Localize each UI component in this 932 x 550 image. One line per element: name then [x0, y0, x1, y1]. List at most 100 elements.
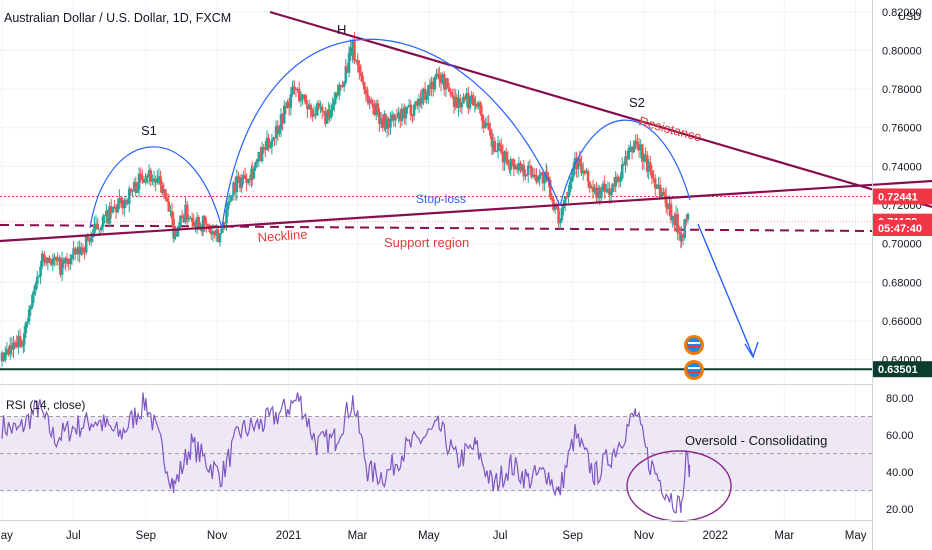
candle	[325, 108, 329, 124]
candle	[155, 170, 159, 185]
candle	[485, 116, 489, 126]
candle	[441, 72, 444, 86]
candle-body	[471, 95, 475, 106]
candle-body	[230, 195, 233, 201]
event-icon-us[interactable]	[684, 335, 704, 355]
candle-body	[165, 198, 169, 202]
candle-body	[10, 344, 14, 350]
candle-body	[605, 190, 608, 192]
candle	[575, 151, 578, 178]
candle-body	[73, 248, 77, 255]
candle-body	[49, 262, 53, 265]
candle-body	[286, 101, 289, 108]
candle-body	[446, 78, 449, 89]
support-levels	[0, 195, 873, 371]
candle-body	[259, 151, 262, 162]
candle-body	[172, 228, 176, 239]
candle	[470, 90, 473, 104]
candle-body	[306, 104, 309, 110]
candle	[36, 271, 39, 289]
time-tick-label: May	[418, 530, 440, 542]
candle	[270, 134, 274, 155]
candle-body	[540, 172, 543, 175]
candle	[257, 151, 261, 168]
candle-body	[64, 258, 67, 264]
candle-body	[632, 147, 635, 153]
candle-body	[126, 200, 129, 204]
candle-body	[12, 342, 15, 350]
candle-body	[458, 98, 462, 108]
candle	[586, 168, 590, 188]
candle	[233, 176, 237, 201]
currency-label: USD	[898, 11, 921, 23]
candle	[612, 177, 616, 192]
candle-body	[500, 145, 503, 153]
candle	[642, 152, 646, 170]
candle-body	[402, 108, 405, 112]
candle-body	[97, 228, 101, 230]
event-icon-us[interactable]	[684, 360, 704, 380]
candle	[683, 218, 686, 241]
candle	[361, 71, 364, 85]
candle	[558, 218, 562, 230]
candle	[475, 101, 479, 110]
candle-body	[127, 188, 131, 204]
candle-body	[114, 207, 118, 213]
candle	[154, 175, 157, 192]
candle-body	[354, 59, 358, 61]
candle-body	[557, 211, 560, 224]
candle	[624, 150, 627, 173]
candle-body	[553, 204, 557, 210]
candle	[131, 189, 134, 197]
candle	[531, 167, 535, 179]
candle-body	[68, 258, 72, 264]
candle-body	[449, 91, 453, 96]
candle-body	[346, 66, 349, 73]
rsi-label[interactable]: RSI (14, close)	[6, 398, 85, 412]
candle-body	[233, 182, 237, 193]
candle	[671, 215, 675, 228]
candle-body	[609, 191, 613, 196]
candle-body	[113, 206, 116, 208]
candle-body	[333, 99, 336, 106]
candle-body	[40, 253, 44, 267]
candle-body	[463, 96, 467, 100]
candle	[605, 183, 608, 194]
candle	[170, 202, 174, 227]
candle-body	[48, 257, 51, 263]
candle	[601, 180, 605, 192]
candle	[471, 92, 475, 106]
candle-body	[543, 174, 546, 184]
candle	[359, 64, 363, 82]
candle	[184, 196, 187, 222]
shoulder-arc-s1	[89, 146, 223, 229]
candle-body	[504, 151, 508, 160]
candle-body	[341, 84, 344, 87]
candle-body	[293, 86, 296, 89]
candle	[306, 100, 309, 118]
time-axis[interactable]: May Jul Sep Nov 2021 Mar May Jul Sep Nov 2022 Mar Ma…	[0, 530, 867, 542]
candle	[67, 258, 70, 271]
candle-body	[563, 196, 567, 205]
candle	[463, 94, 467, 102]
candle	[480, 105, 484, 130]
candle	[467, 86, 470, 115]
candle	[169, 205, 172, 217]
candle-body	[65, 258, 69, 260]
candle-body	[279, 114, 283, 129]
candle	[533, 168, 537, 181]
candle	[40, 250, 44, 270]
candle-body	[159, 176, 162, 185]
candle	[262, 144, 266, 154]
candle-body	[611, 184, 614, 192]
candle	[526, 161, 530, 184]
candle	[296, 87, 299, 93]
candle-body	[260, 147, 264, 162]
rsi-axis[interactable]: 80.00 60.00 40.00 20.00	[886, 393, 914, 516]
candle-body	[583, 170, 587, 174]
candle-body	[666, 207, 670, 209]
candle	[398, 108, 402, 128]
candle-body	[205, 223, 208, 225]
candle-body	[320, 106, 324, 112]
rsi-pane	[0, 392, 872, 522]
